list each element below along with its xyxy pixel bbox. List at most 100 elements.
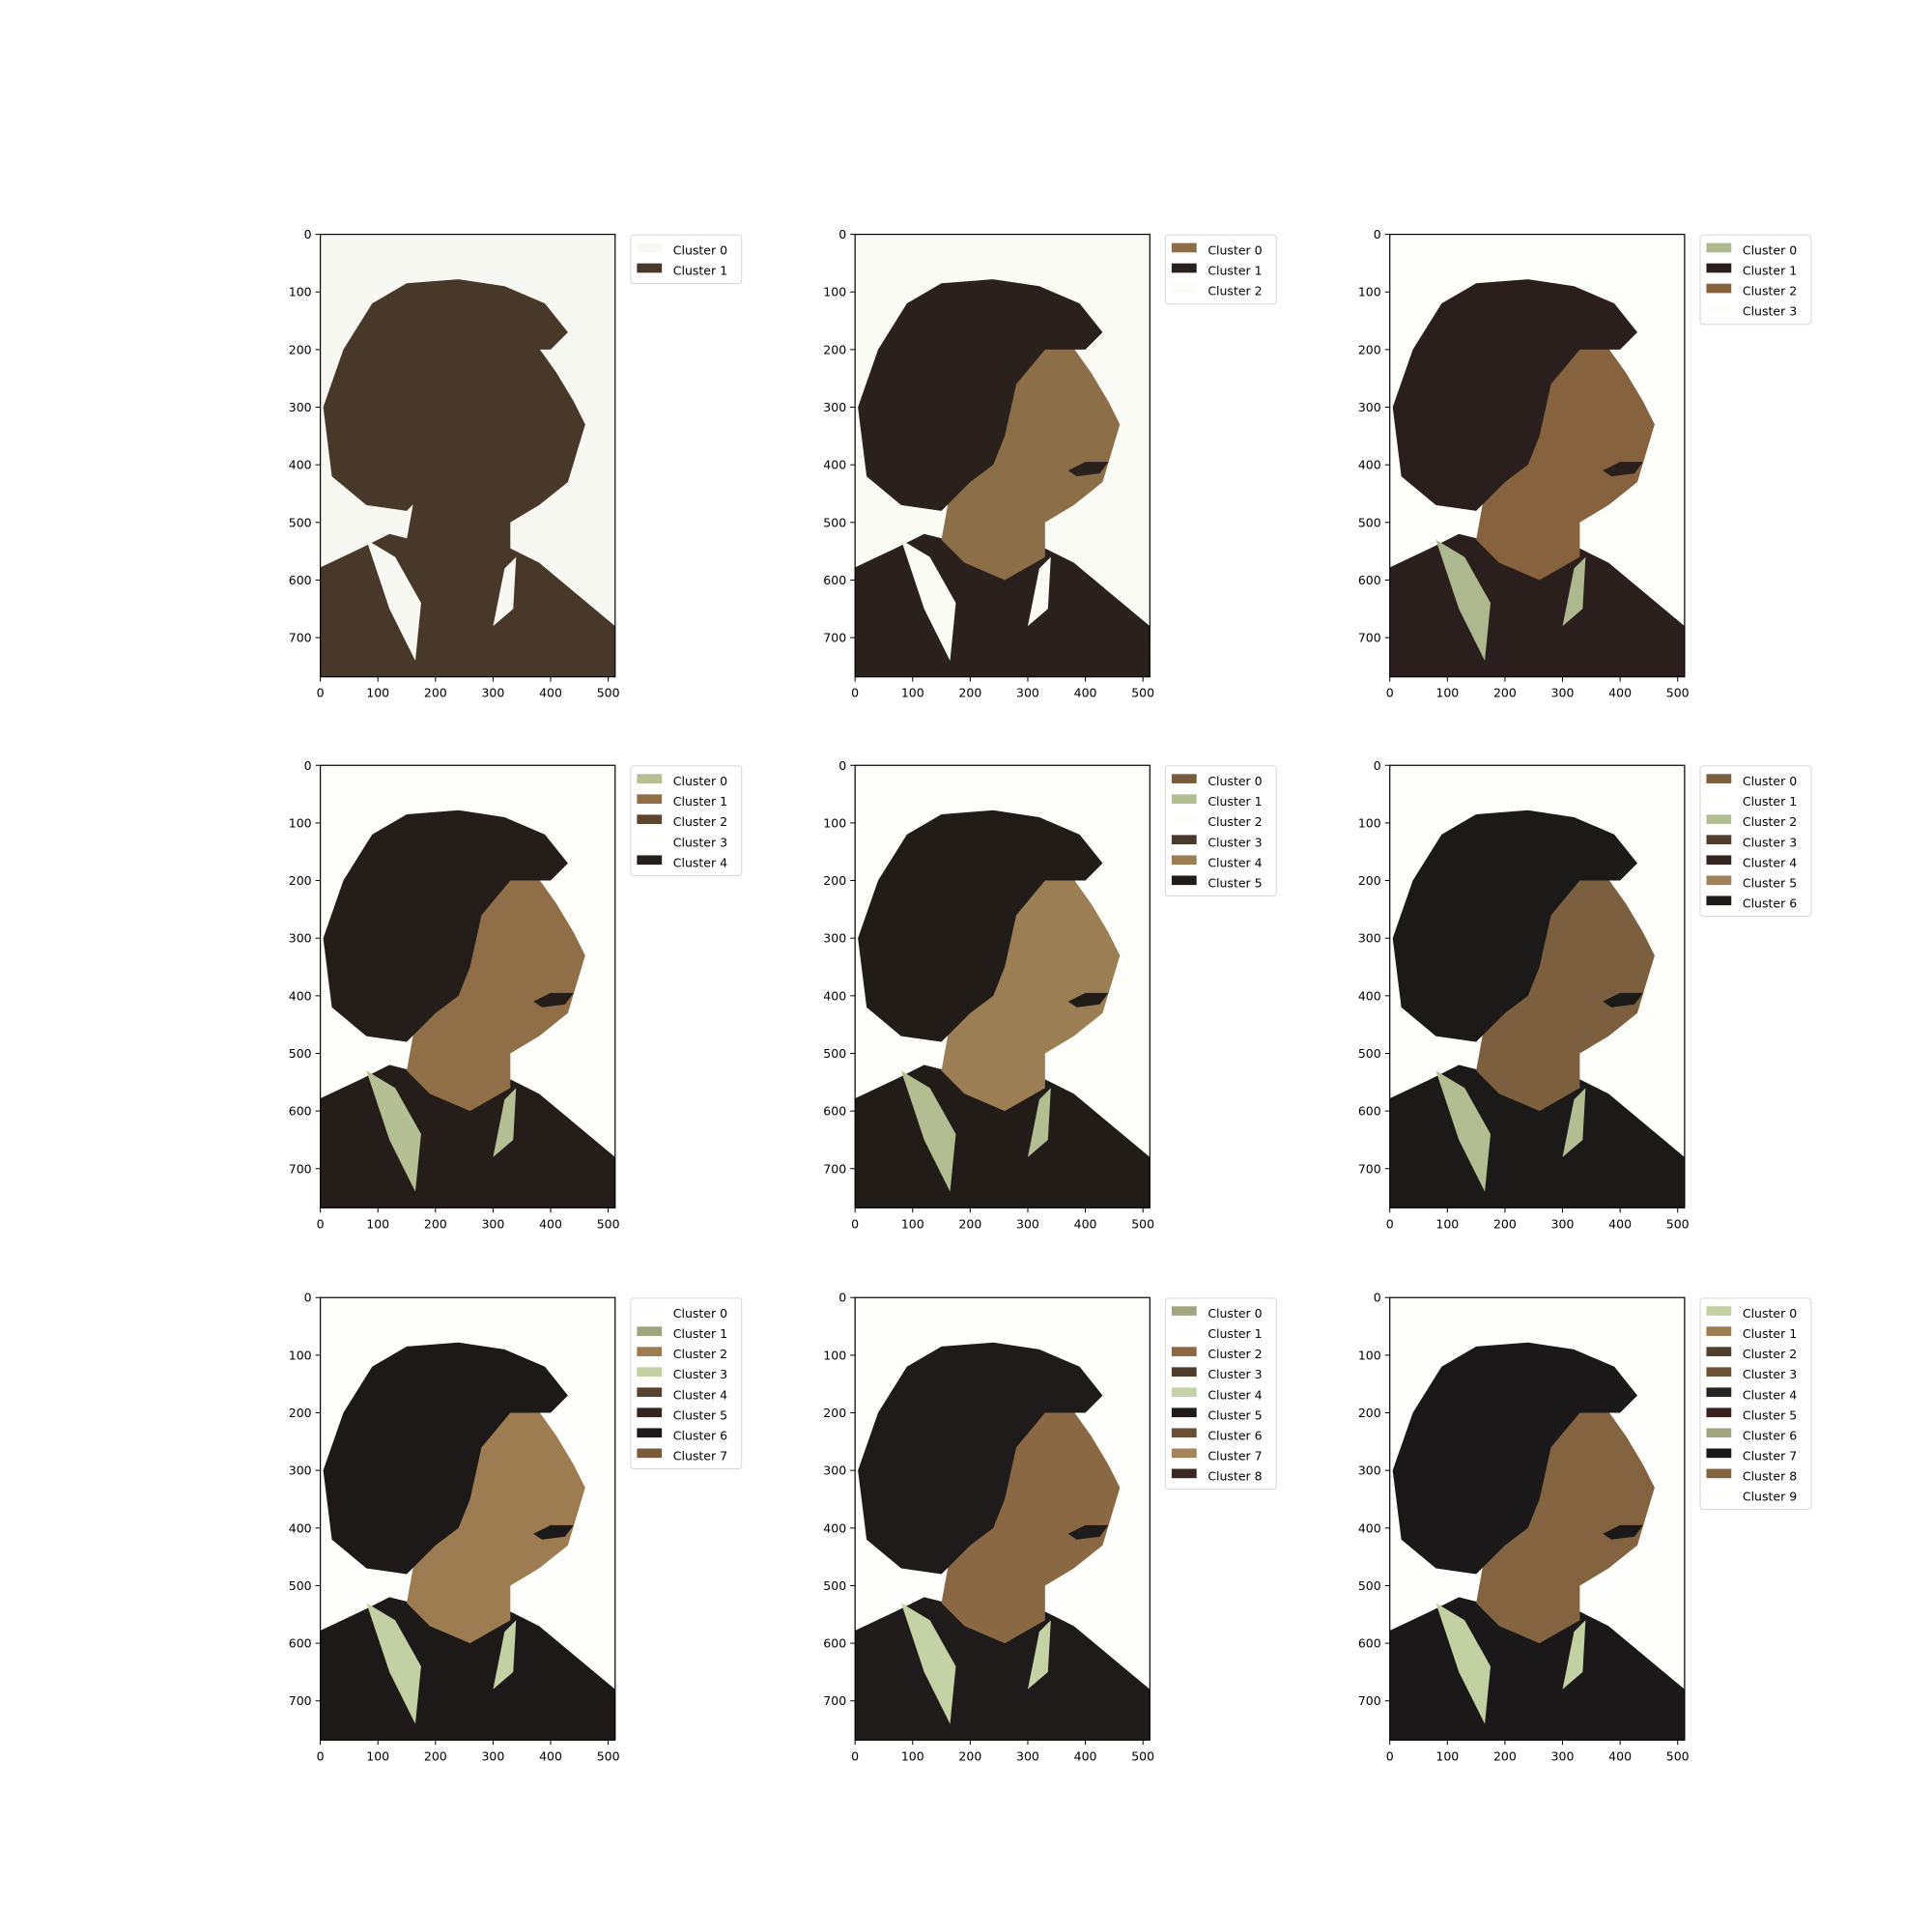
collar-left <box>1435 1070 1492 1192</box>
face-shape <box>407 851 585 1112</box>
x-tick-label: 100 <box>901 686 924 700</box>
face-shape <box>1476 1383 1655 1644</box>
x-tick-label: 500 <box>1666 1748 1690 1763</box>
legend-swatch <box>1171 875 1197 886</box>
face-shape <box>407 1383 585 1644</box>
portrait-image <box>1389 810 1685 1208</box>
x-tick-label: 500 <box>1666 1216 1690 1231</box>
x-tick-label: 400 <box>539 686 562 700</box>
axes-frame <box>1389 233 1686 678</box>
legend-swatch <box>1706 1428 1732 1438</box>
y-tick-label: 100 <box>823 1348 846 1362</box>
legend-swatch <box>1706 1489 1732 1499</box>
y-tick-label: 700 <box>1358 631 1381 645</box>
legend-swatch <box>637 835 663 845</box>
y-tick-label: 600 <box>823 1104 846 1119</box>
legend-label: Cluster 7 <box>1743 1448 1797 1463</box>
y-tick-label: 500 <box>289 1578 312 1593</box>
collar-left <box>366 1070 421 1192</box>
y-tick-label: 300 <box>1358 400 1381 414</box>
x-tick-label: 100 <box>1435 1216 1459 1231</box>
legend-swatch <box>1171 814 1197 825</box>
subplot-8: 0 100 200 300 400 500 0 100 200 300 400 500 600 700 Cl… <box>1358 1291 1812 1763</box>
legend-box <box>1699 234 1812 326</box>
x-tick-label: 300 <box>1551 1748 1575 1763</box>
legend-label: Cluster 1 <box>1208 1326 1262 1341</box>
mustache-shape <box>1067 992 1109 1008</box>
x-tick-label: 300 <box>481 1748 504 1763</box>
y-tick-label: 0 <box>304 227 312 242</box>
legend-swatch <box>1706 774 1732 783</box>
legend-swatch <box>1171 1428 1197 1438</box>
collar-left <box>1435 1603 1492 1724</box>
mustache-shape <box>1603 992 1643 1008</box>
x-tick-label: 200 <box>958 1216 981 1231</box>
legend-label: Cluster 5 <box>1743 1407 1797 1422</box>
legend-label: Cluster 0 <box>1743 242 1797 257</box>
legend-label: Cluster 5 <box>1208 1407 1262 1422</box>
legend-swatch <box>1706 263 1732 273</box>
y-tick-label: 700 <box>289 1693 312 1708</box>
collar-left <box>1435 539 1492 661</box>
y-tick-label: 600 <box>289 1636 312 1651</box>
subplot-6: 0 100 200 300 400 500 0 100 200 300 400 500 600 700 Cl… <box>289 1291 743 1763</box>
y-tick-label: 700 <box>1358 1161 1381 1176</box>
y-tick-label: 700 <box>1358 1693 1381 1708</box>
x-tick-label: 500 <box>1131 686 1154 700</box>
x-tick-label: 400 <box>1608 1748 1632 1763</box>
x-tick-label: 300 <box>1016 686 1039 700</box>
legend-label: Cluster 9 <box>1743 1489 1797 1503</box>
legend-swatch <box>637 1448 663 1459</box>
y-tick-label: 500 <box>823 1046 846 1061</box>
legend-label: Cluster 0 <box>673 774 727 788</box>
legend-swatch <box>1706 1367 1732 1378</box>
legend: Cluster 0 Cluster 1 Cluster 2 Cluster 3 Clus… <box>1164 1297 1277 1491</box>
y-tick-label: 0 <box>838 227 846 242</box>
collar-right <box>493 1088 517 1157</box>
x-tick-label: 100 <box>366 1216 389 1231</box>
x-tick-label: 100 <box>901 1748 924 1763</box>
legend-label: Cluster 4 <box>1743 1387 1797 1402</box>
x-tick-label: 300 <box>1551 1216 1575 1231</box>
legend-label: Cluster 3 <box>1208 1367 1262 1381</box>
y-tick-label: 200 <box>1358 873 1381 888</box>
x-tick-label: 100 <box>366 686 389 700</box>
x-tick-label: 500 <box>597 1748 620 1763</box>
face-shape <box>407 321 585 581</box>
legend-swatch <box>637 1306 663 1316</box>
legend-swatch <box>1171 1448 1197 1459</box>
legend-label: Cluster 6 <box>1743 895 1797 910</box>
y-tick-label: 700 <box>823 1161 846 1176</box>
legend-swatch <box>1706 895 1732 906</box>
collar-right <box>1562 1620 1586 1690</box>
legend-swatch <box>1171 1367 1197 1378</box>
subplot-4: 0 100 200 300 400 500 0 100 200 300 400 500 600 700 Cl… <box>823 758 1277 1231</box>
axes-frame <box>854 764 1151 1208</box>
legend: Cluster 0 Cluster 1 Cluster 2 Cluster 3 Clus… <box>630 1297 743 1470</box>
collar-right <box>1562 556 1586 627</box>
legend-swatch <box>637 1367 663 1378</box>
x-tick-label: 400 <box>1074 1748 1097 1763</box>
x-tick-label: 0 <box>1386 686 1394 700</box>
legend: Cluster 0 Cluster 1 Cluster 2 Cluster 3 Clus… <box>1699 765 1812 918</box>
mustache-shape <box>533 462 574 477</box>
y-tick-label: 600 <box>1358 573 1381 587</box>
y-tick-label: 100 <box>289 1348 312 1362</box>
legend-label: Cluster 0 <box>1743 1306 1797 1321</box>
face-shape <box>941 321 1121 581</box>
legend-label: Cluster 3 <box>1208 835 1262 849</box>
legend-swatch <box>1171 263 1197 273</box>
legend-swatch <box>637 242 663 253</box>
legend-label: Cluster 2 <box>673 1347 727 1361</box>
y-tick-label: 400 <box>289 458 312 472</box>
subplot-0: 0 100 200 300 400 500 0 100 200 300 400 500 600 700 Cl… <box>289 227 743 700</box>
legend-swatch <box>1171 1407 1197 1418</box>
y-tick-label: 100 <box>1358 1348 1381 1362</box>
y-tick-label: 400 <box>1358 988 1381 1003</box>
y-tick-label: 300 <box>823 1463 846 1478</box>
legend-box <box>630 1297 743 1470</box>
legend-swatch <box>1706 303 1732 314</box>
legend-label: Cluster 6 <box>1208 1428 1262 1442</box>
legend-label: Cluster 6 <box>1743 1428 1797 1442</box>
legend-label: Cluster 2 <box>1743 1347 1797 1361</box>
